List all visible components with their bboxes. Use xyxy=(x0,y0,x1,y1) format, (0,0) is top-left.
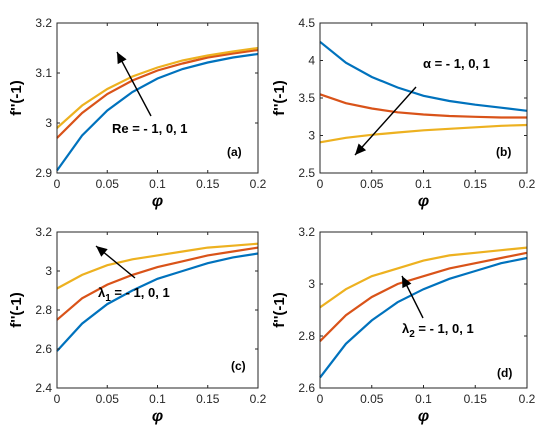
y-tick-label: 2.6 xyxy=(298,381,315,395)
x-tick-label: 0.05 xyxy=(360,392,384,406)
panel-1: 0 0.05 0.1 0.15 0.2 2.9 3 3.1 3.2 φ f''(-1) Re = - … xyxy=(8,16,267,210)
y-tick-label: 4.5 xyxy=(298,16,315,30)
arrow-head-icon xyxy=(96,246,108,257)
y-tick-label: 2.9 xyxy=(35,166,52,180)
y-tick-label: 3.2 xyxy=(35,16,52,30)
y-tick-label: 3 xyxy=(45,264,52,278)
series-line-2 xyxy=(56,246,259,321)
x-tick-label: 0.05 xyxy=(96,177,120,191)
series-line-3 xyxy=(56,242,259,290)
x-axis-label: φ xyxy=(152,408,163,425)
series-line-1 xyxy=(56,52,259,172)
annotation-text: Re = - 1, 0, 1 xyxy=(112,121,188,136)
x-tick-label: 0.05 xyxy=(360,177,384,191)
y-axis-label: f''(-1) xyxy=(8,80,25,115)
x-tick-label: 0 xyxy=(54,177,61,191)
x-tick-label: 0.05 xyxy=(96,392,120,406)
series-line-3 xyxy=(319,246,528,309)
panel-2: 0 0.05 0.1 0.15 0.2 2.5 3 3.5 4 4.5 φ f''(-1) α = - … xyxy=(271,16,536,210)
x-tick-label: 0.15 xyxy=(464,177,488,191)
annotation-arrow xyxy=(116,51,152,117)
y-tick-label: 2.8 xyxy=(35,303,52,317)
x-tick-label: 0.1 xyxy=(149,392,166,406)
y-tick-label: 3 xyxy=(308,129,315,143)
series-line-2 xyxy=(56,48,259,139)
x-tick-label: 0.15 xyxy=(196,177,220,191)
series-line-3 xyxy=(319,123,528,144)
series-line-2 xyxy=(319,93,527,119)
arrow-head-icon xyxy=(355,143,367,155)
y-tick-label: 2.8 xyxy=(298,329,315,343)
y-tick-label: 3.2 xyxy=(35,225,52,239)
x-tick-label: 0.2 xyxy=(250,392,267,406)
panel-3: 0 0.05 0.1 0.15 0.2 2.4 2.6 2.8 3 3.2 φ f''(-1) λ1 =… xyxy=(8,225,267,425)
y-axis-label: f''(-1) xyxy=(271,80,288,115)
x-axis-label: φ xyxy=(418,408,429,425)
panel-4: 0 0.05 0.1 0.15 0.2 2.6 2.8 3 3.2 φ f''(-1) λ2 = - … xyxy=(271,225,536,425)
panel-label: (a) xyxy=(227,145,242,159)
annotation-text: λ1 = - 1, 0, 1 xyxy=(98,285,170,304)
series-line-3 xyxy=(56,46,259,129)
series-line-1 xyxy=(56,252,259,352)
axes-box xyxy=(319,231,528,389)
x-tick-label: 0.2 xyxy=(250,177,267,191)
y-tick-label: 3.5 xyxy=(298,91,315,105)
y-tick-label: 3.2 xyxy=(298,225,315,239)
y-tick-label: 2.6 xyxy=(35,342,52,356)
x-tick-label: 0 xyxy=(317,177,324,191)
x-tick-label: 0.1 xyxy=(415,177,432,191)
arrow-head-icon xyxy=(117,52,127,65)
x-tick-label: 0 xyxy=(317,392,324,406)
series-line-1 xyxy=(319,256,528,379)
x-tick-label: 0.2 xyxy=(519,392,536,406)
annotation-arrow xyxy=(354,86,417,156)
panel-label: (b) xyxy=(496,145,511,159)
y-axis-label: f''(-1) xyxy=(8,292,25,327)
series-line-1 xyxy=(319,40,528,112)
y-tick-label: 4 xyxy=(308,54,315,68)
x-tick-label: 0.1 xyxy=(149,177,166,191)
x-axis-label: φ xyxy=(418,193,429,210)
panel-label: (c) xyxy=(231,359,246,373)
x-tick-label: 0 xyxy=(54,392,61,406)
annotation-text: α = - 1, 0, 1 xyxy=(423,56,490,71)
y-tick-label: 3 xyxy=(308,277,315,291)
y-tick-label: 2.5 xyxy=(298,166,315,180)
series-line-2 xyxy=(319,251,528,342)
arrow-head-icon xyxy=(402,276,412,289)
x-tick-label: 0.2 xyxy=(519,177,536,191)
y-axis-label: f''(-1) xyxy=(271,292,288,327)
y-tick-label: 2.4 xyxy=(35,381,52,395)
panel-label: (d) xyxy=(497,366,512,380)
x-tick-label: 0.15 xyxy=(464,392,488,406)
x-tick-label: 0.15 xyxy=(196,392,220,406)
y-tick-label: 3 xyxy=(45,116,52,130)
x-axis-label: φ xyxy=(152,193,163,210)
annotation-text: λ2 = - 1, 0, 1 xyxy=(402,321,474,340)
x-tick-label: 0.1 xyxy=(415,392,432,406)
y-tick-label: 3.1 xyxy=(35,66,52,80)
